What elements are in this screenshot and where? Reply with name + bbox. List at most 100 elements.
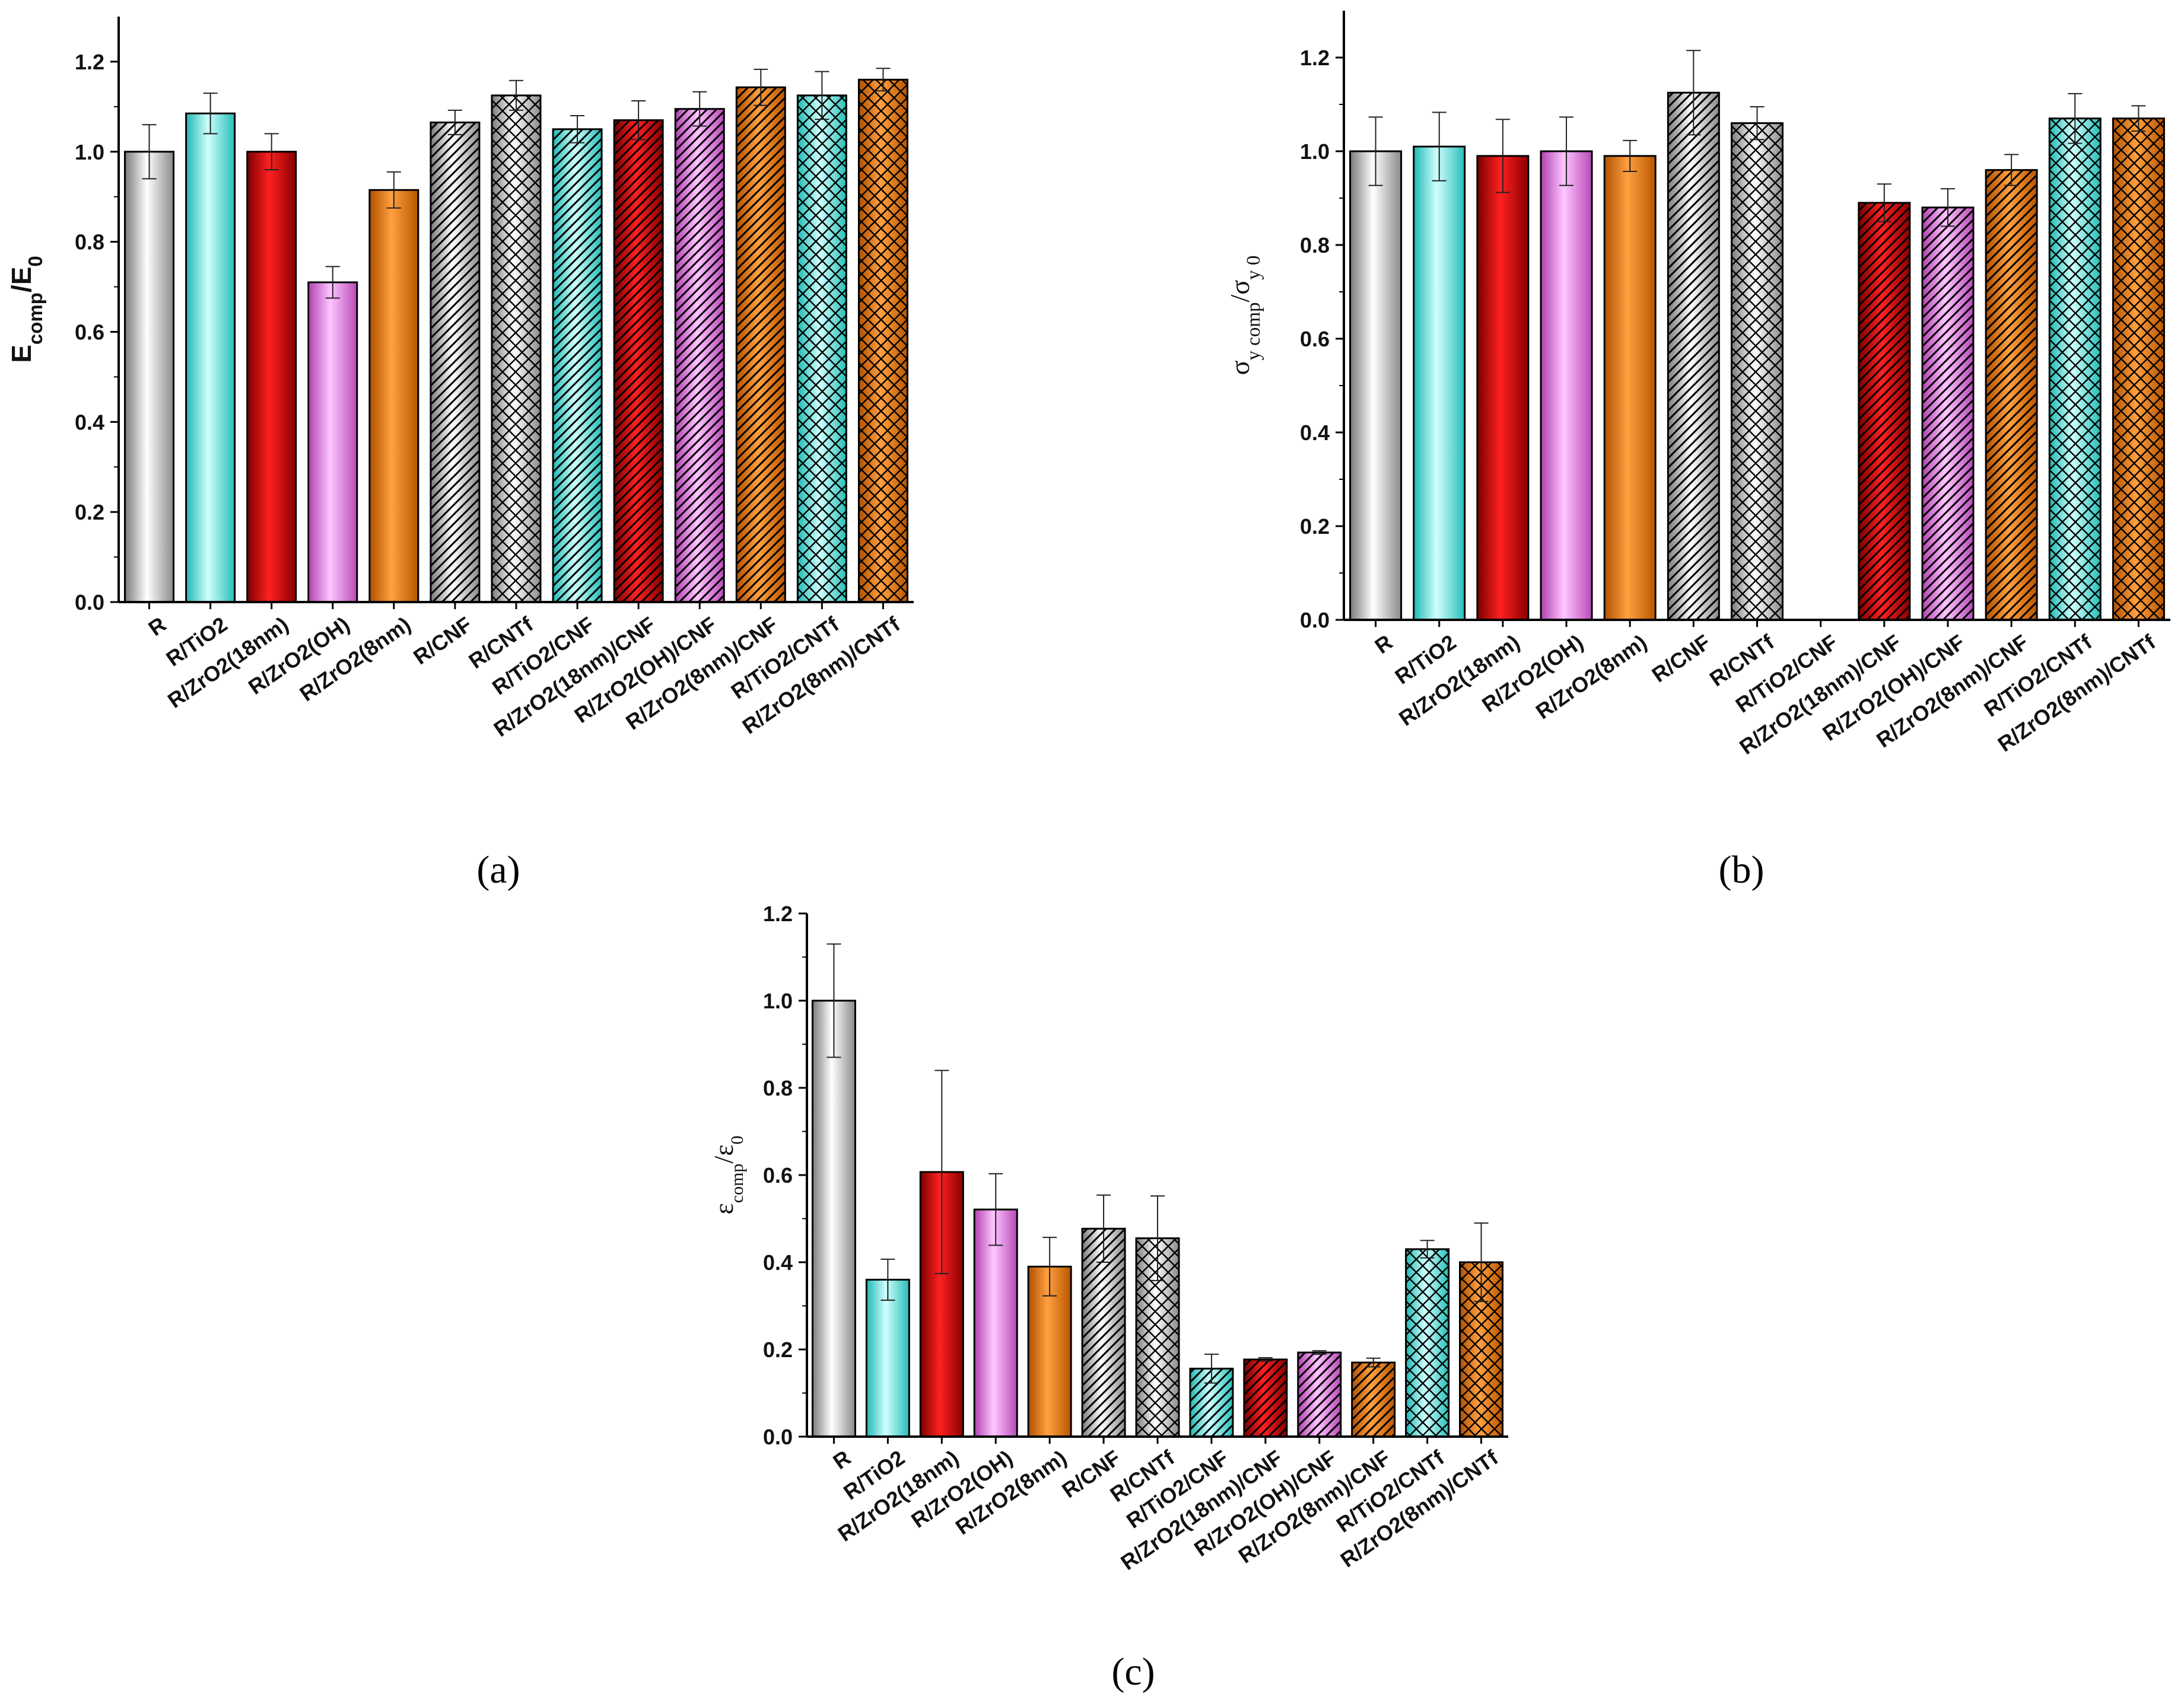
bar-a-3 bbox=[308, 282, 357, 602]
bar-b-3 bbox=[1541, 151, 1592, 620]
caption-c: (c) bbox=[1111, 1650, 1155, 1693]
bar-pattern-c-10 bbox=[1352, 1362, 1395, 1437]
y-tick-label-b-2: 0.4 bbox=[1300, 421, 1330, 445]
y-axis-label-part-c-2: /ε bbox=[708, 1144, 739, 1163]
y-axis-label-part-b-2: /σ bbox=[1225, 280, 1255, 303]
y-tick-label-a-1: 0.2 bbox=[75, 500, 104, 524]
y-tick-label-a-3: 0.6 bbox=[75, 320, 104, 344]
error-bar-b-10 bbox=[2004, 154, 2019, 186]
bar-pattern-a-5 bbox=[430, 122, 479, 602]
error-bar-a-10 bbox=[754, 68, 768, 106]
error-bar-b-3 bbox=[1559, 116, 1574, 186]
error-bar-a-12 bbox=[876, 68, 891, 92]
bar-a-4 bbox=[369, 190, 418, 602]
error-bar-c-3 bbox=[988, 1173, 1003, 1246]
error-bar-c-0 bbox=[826, 943, 841, 1058]
bar-pattern-b-6 bbox=[1731, 123, 1783, 620]
bar-pattern-a-12 bbox=[859, 79, 908, 603]
error-bar-c-2 bbox=[934, 1069, 949, 1275]
error-bar-b-1 bbox=[1432, 112, 1447, 182]
error-bar-a-8 bbox=[631, 100, 646, 141]
error-bar-a-1 bbox=[203, 93, 218, 135]
error-bar-c-5 bbox=[1096, 1194, 1111, 1263]
bar-pattern-b-9 bbox=[1922, 207, 1973, 620]
x-category-label-a-0: R bbox=[144, 612, 170, 641]
y-tick-label-c-1: 0.2 bbox=[763, 1338, 793, 1362]
bar-pattern-a-6 bbox=[492, 95, 541, 603]
y-tick-label-a-0: 0.0 bbox=[75, 590, 104, 615]
error-bar-c-10 bbox=[1366, 1357, 1381, 1368]
y-axis-label-part-c-0: ε bbox=[708, 1203, 739, 1214]
y-tick-label-b-1: 0.2 bbox=[1300, 514, 1330, 539]
error-bar-c-1 bbox=[880, 1258, 895, 1301]
error-bar-c-12 bbox=[1474, 1222, 1489, 1303]
y-tick-label-b-3: 0.6 bbox=[1300, 327, 1330, 351]
bar-pattern-b-11 bbox=[2049, 118, 2101, 620]
y-axis-label-part-a-0: E bbox=[6, 345, 37, 363]
bar-b-4 bbox=[1604, 155, 1656, 620]
bar-a-2 bbox=[247, 151, 296, 602]
bar-pattern-c-11 bbox=[1406, 1249, 1449, 1437]
y-tick-label-c-5: 1.0 bbox=[763, 989, 793, 1013]
error-bar-b-2 bbox=[1495, 119, 1510, 193]
y-axis-label-part-a-2: /E bbox=[6, 267, 37, 292]
caption-a: (a) bbox=[476, 848, 520, 892]
y-tick-label-b-5: 1.0 bbox=[1300, 139, 1330, 164]
error-bar-b-6 bbox=[1750, 106, 1765, 141]
y-tick-label-c-0: 0.0 bbox=[763, 1425, 793, 1449]
bar-pattern-b-5 bbox=[1668, 93, 1719, 620]
error-bar-a-6 bbox=[509, 79, 523, 111]
bar-a-0 bbox=[125, 151, 174, 602]
bar-c-0 bbox=[812, 1001, 856, 1437]
y-tick-label-c-6: 1.2 bbox=[763, 902, 793, 926]
error-bar-c-9 bbox=[1312, 1350, 1327, 1355]
x-category-label-b-0: R bbox=[1370, 630, 1397, 658]
error-bar-b-9 bbox=[1940, 188, 1955, 227]
y-axis-label-part-c-1: comp bbox=[727, 1164, 747, 1204]
error-bar-b-8 bbox=[1877, 183, 1891, 222]
y-axis-label-part-b-1: y comp bbox=[1243, 302, 1264, 360]
error-bar-a-9 bbox=[692, 91, 707, 127]
y-axis-label-c: εcomp/ε0 bbox=[708, 1135, 747, 1214]
y-tick-label-a-2: 0.4 bbox=[75, 410, 104, 434]
bar-pattern-a-10 bbox=[736, 87, 786, 603]
error-bar-b-5 bbox=[1686, 50, 1701, 136]
y-tick-label-b-4: 0.8 bbox=[1300, 233, 1330, 257]
y-tick-label-a-6: 1.2 bbox=[75, 50, 104, 74]
bar-pattern-c-9 bbox=[1298, 1352, 1341, 1437]
bar-pattern-c-8 bbox=[1244, 1359, 1287, 1437]
y-axis-label-part-c-3: 0 bbox=[727, 1135, 747, 1144]
y-tick-label-a-4: 0.8 bbox=[75, 230, 104, 254]
y-tick-label-b-6: 1.2 bbox=[1300, 46, 1330, 70]
bar-pattern-a-8 bbox=[614, 120, 663, 603]
x-category-label-b-5: R/CNF bbox=[1647, 630, 1715, 687]
error-bar-a-3 bbox=[325, 266, 340, 299]
bar-a-1 bbox=[186, 113, 235, 602]
bar-pattern-a-11 bbox=[797, 95, 847, 603]
error-bar-c-6 bbox=[1150, 1195, 1165, 1281]
error-bar-c-7 bbox=[1204, 1354, 1219, 1384]
error-bar-a-4 bbox=[386, 171, 401, 209]
bar-b-0 bbox=[1350, 151, 1401, 620]
bar-pattern-b-10 bbox=[1986, 170, 2037, 620]
error-bar-a-11 bbox=[815, 71, 829, 120]
y-axis-label-part-a-3: 0 bbox=[24, 256, 46, 266]
error-bar-b-0 bbox=[1368, 116, 1383, 186]
y-axis-label-part-b-3: y 0 bbox=[1243, 256, 1264, 280]
error-bar-a-5 bbox=[447, 109, 462, 135]
bar-pattern-a-7 bbox=[553, 129, 602, 603]
error-bar-c-8 bbox=[1258, 1357, 1273, 1362]
bar-b-1 bbox=[1413, 147, 1465, 620]
bar-b-2 bbox=[1477, 155, 1528, 620]
chart-a: 0.00.20.40.60.81.01.2RR/TiO2R/ZrO2(18nm)… bbox=[6, 17, 914, 741]
chart-b: 0.00.20.40.60.81.01.2RR/TiO2R/ZrO2(18nm)… bbox=[1225, 11, 2170, 759]
y-axis-label-a: Ecomp/E0 bbox=[6, 256, 46, 363]
error-bar-b-12 bbox=[2131, 105, 2146, 132]
error-bar-c-4 bbox=[1042, 1237, 1057, 1297]
bar-pattern-a-9 bbox=[675, 109, 724, 602]
y-axis-label-part-b-0: σ bbox=[1225, 360, 1255, 375]
y-axis-label-b: σy comp/σy 0 bbox=[1225, 256, 1264, 375]
error-bar-a-0 bbox=[142, 124, 157, 180]
bar-pattern-b-8 bbox=[1858, 202, 1910, 620]
